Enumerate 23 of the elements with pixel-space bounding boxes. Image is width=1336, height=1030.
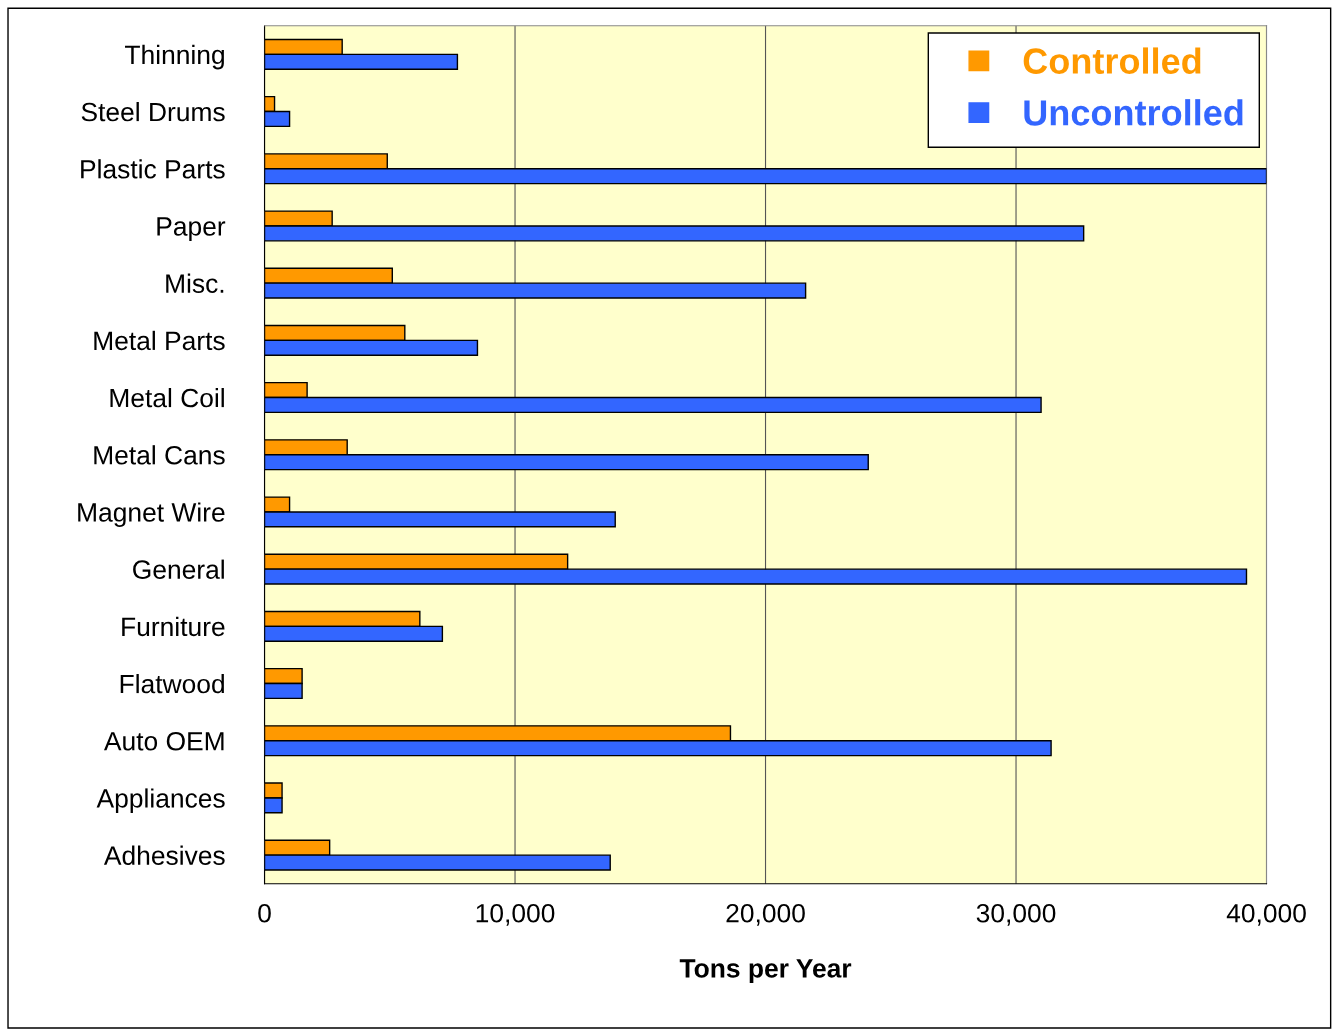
y-tick-label: Auto OEM: [103, 731, 224, 751]
legend-label: Controlled: [1023, 47, 1201, 74]
y-tick-label: Plastic Parts: [81, 159, 225, 179]
y-tick-label: Magnet Wire: [78, 502, 225, 527]
y-tick-label: Adhesives: [103, 845, 225, 865]
x-tick-label: 10,000: [476, 903, 555, 926]
y-tick-label: Misc.: [166, 273, 224, 293]
x-axis-title: Tons per Year: [679, 959, 852, 983]
y-tick-label: General: [133, 559, 224, 579]
y-tick-label: Steel Drums: [81, 101, 225, 122]
legend-label: Uncontrolled: [1024, 99, 1243, 126]
y-tick-label: Metal Coil: [110, 387, 224, 408]
x-tick-label: 0: [258, 903, 271, 923]
x-tick-label: 20,000: [726, 903, 805, 926]
y-tick-label: Flatwood: [120, 673, 224, 694]
y-tick-label: Metal Cans: [94, 445, 225, 465]
y-tick-label: Appliances: [96, 788, 225, 813]
x-tick-label: 30,000: [976, 903, 1056, 926]
x-tick-label: 40,000: [1226, 903, 1306, 926]
y-tick-label: Metal Parts: [94, 330, 225, 351]
y-tick-label: Paper: [157, 217, 226, 241]
y-tick-label: Furniture: [122, 616, 225, 637]
y-tick-label: Thinning: [125, 44, 224, 70]
